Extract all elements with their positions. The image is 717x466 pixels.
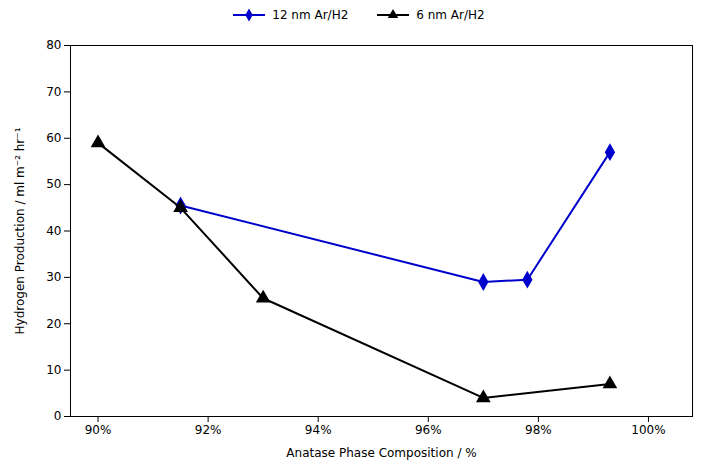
svg-text:0: 0 <box>54 409 62 423</box>
svg-text:Anatase Phase Composition / %: Anatase Phase Composition / % <box>286 446 476 460</box>
svg-text:92%: 92% <box>195 423 222 437</box>
svg-text:Hydrogen Production / ml m⁻² h: Hydrogen Production / ml m⁻² hr⁻¹ <box>13 127 27 334</box>
html-text:6 nm Ar/H2: 6 nm Ar/H2 <box>416 8 485 22</box>
svg-text:20: 20 <box>46 317 61 331</box>
svg-text:70: 70 <box>46 85 61 99</box>
html-text:12 nm Ar/H2: 12 nm Ar/H2 <box>272 8 349 22</box>
svg-text:98%: 98% <box>525 423 552 437</box>
svg-text:100%: 100% <box>631 423 665 437</box>
svg-text:40: 40 <box>46 224 61 238</box>
svg-text:50: 50 <box>46 177 61 191</box>
svg-text:90%: 90% <box>85 423 112 437</box>
svg-text:30: 30 <box>46 270 61 284</box>
svg-text:10: 10 <box>46 363 61 377</box>
svg-text:94%: 94% <box>305 423 332 437</box>
svg-text:96%: 96% <box>415 423 442 437</box>
svg-text:60: 60 <box>46 131 61 145</box>
svg-text:80: 80 <box>46 38 61 52</box>
